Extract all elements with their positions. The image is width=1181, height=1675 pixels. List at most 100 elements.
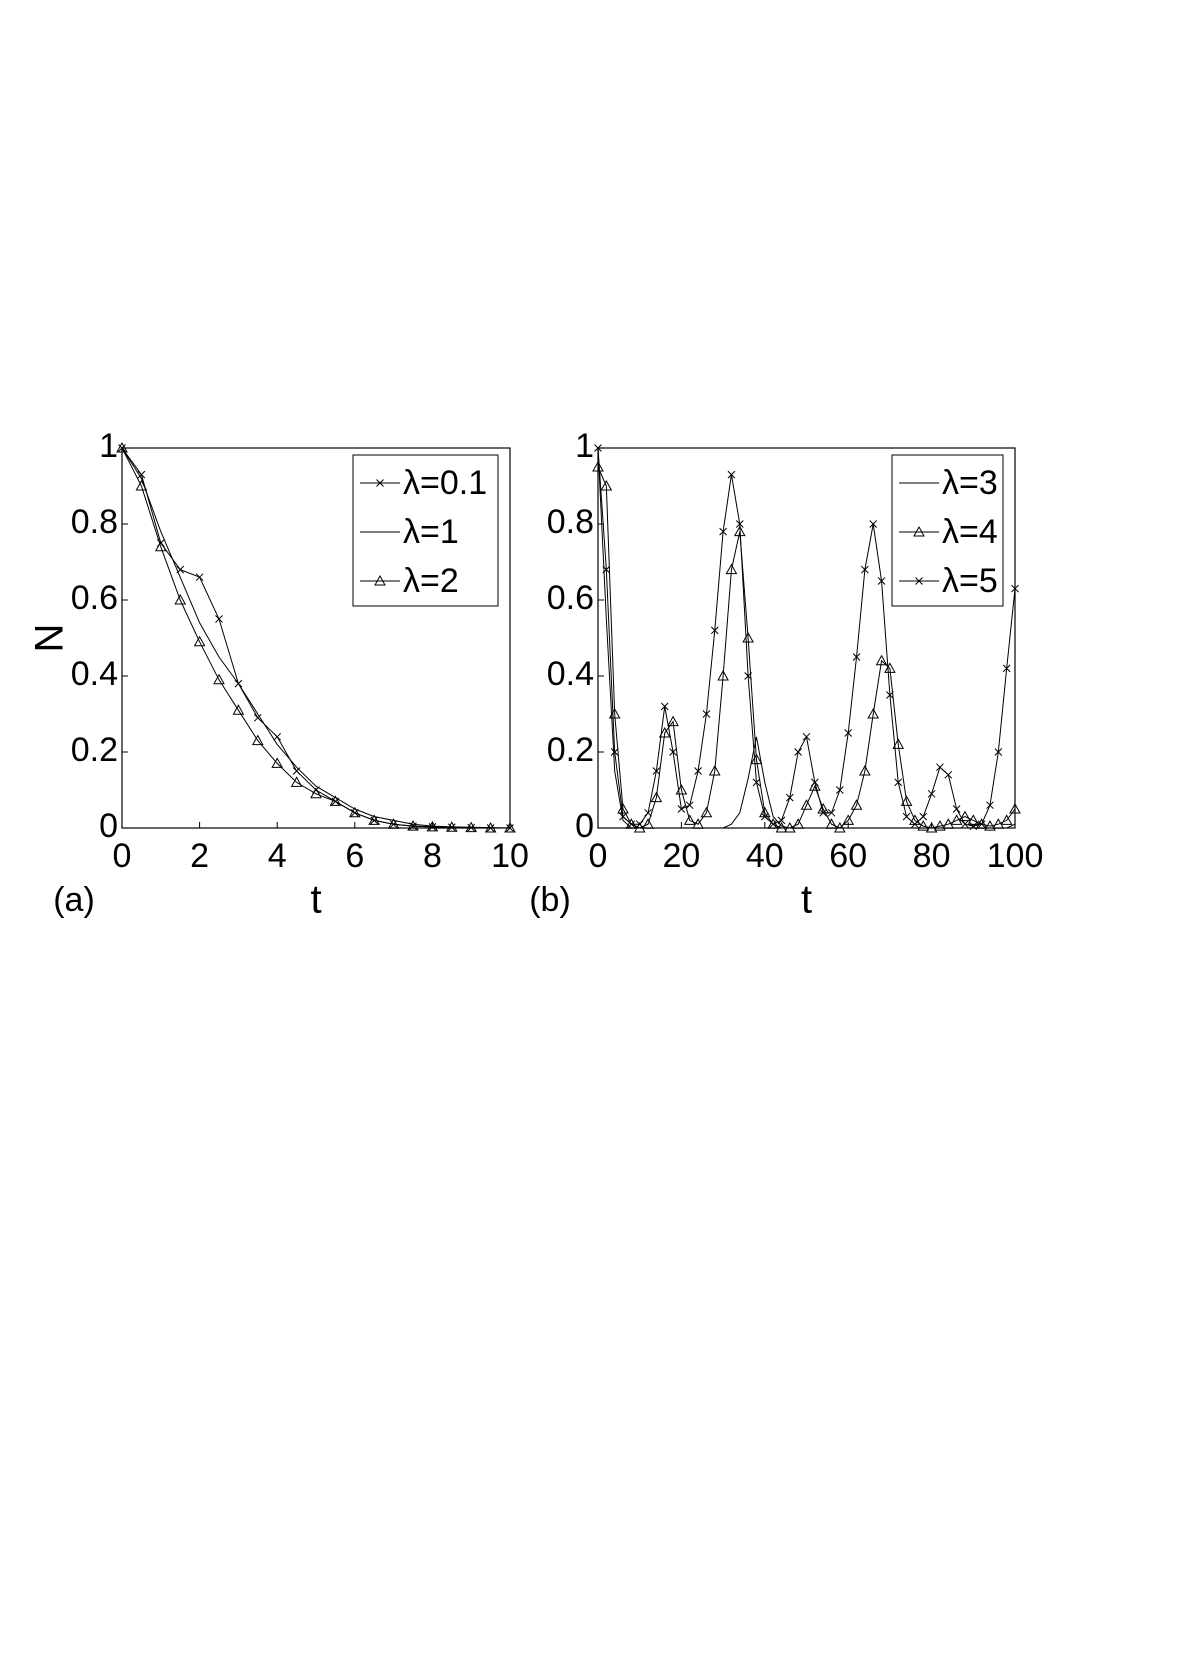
marker xyxy=(619,812,627,821)
marker xyxy=(1009,802,1021,814)
marker xyxy=(869,520,878,528)
x-axis-label: t xyxy=(801,878,812,922)
marker xyxy=(967,814,980,825)
marker xyxy=(195,573,204,582)
marker xyxy=(137,470,146,479)
marker xyxy=(836,786,844,794)
marker xyxy=(692,818,704,829)
marker xyxy=(445,821,458,832)
marker xyxy=(894,778,903,787)
marker xyxy=(271,757,284,768)
x-tick-label: 40 xyxy=(746,837,784,875)
y-tick-label: 1 xyxy=(575,427,594,465)
marker xyxy=(290,776,303,787)
legend-label: λ=5 xyxy=(942,562,998,600)
x-tick-label: 4 xyxy=(268,837,287,875)
marker xyxy=(867,707,880,719)
marker xyxy=(834,821,846,833)
marker xyxy=(116,441,128,453)
panel-label: (b) xyxy=(529,881,571,919)
marker xyxy=(669,748,677,756)
marker xyxy=(387,818,400,829)
marker xyxy=(253,713,262,722)
y-tick-label: 0.2 xyxy=(547,731,594,769)
marker xyxy=(842,814,855,825)
y-tick-label: 1 xyxy=(99,427,118,465)
marker xyxy=(917,820,930,831)
marker xyxy=(875,654,888,666)
marker xyxy=(961,820,969,829)
marker xyxy=(154,540,167,552)
marker xyxy=(725,563,738,575)
marker xyxy=(975,818,988,829)
marker xyxy=(635,820,644,829)
marker xyxy=(610,748,619,756)
marker xyxy=(950,814,963,825)
marker xyxy=(608,707,621,719)
marker xyxy=(273,732,282,741)
marker xyxy=(775,821,788,833)
marker xyxy=(310,787,322,799)
legend-label: λ=0.1 xyxy=(403,464,487,502)
x-tick-label: 80 xyxy=(913,837,951,875)
marker xyxy=(752,778,761,787)
marker xyxy=(925,821,938,833)
legend-label: λ=4 xyxy=(942,513,998,551)
x-tick-label: 100 xyxy=(987,837,1044,875)
marker xyxy=(819,808,828,817)
marker xyxy=(785,793,794,802)
marker xyxy=(694,767,702,775)
marker xyxy=(677,805,686,813)
marker xyxy=(792,818,805,829)
marker xyxy=(215,615,223,623)
plot-frame xyxy=(121,447,511,829)
marker xyxy=(644,808,652,817)
marker xyxy=(1002,664,1011,673)
marker xyxy=(292,767,301,775)
marker xyxy=(984,820,996,831)
marker xyxy=(777,816,786,825)
marker xyxy=(717,669,729,681)
marker xyxy=(959,810,971,822)
legend-label: λ=3 xyxy=(942,464,998,502)
marker xyxy=(685,801,694,810)
marker xyxy=(594,444,602,452)
series-line xyxy=(121,447,511,829)
marker xyxy=(900,795,913,806)
marker xyxy=(465,821,478,833)
marker xyxy=(902,812,911,821)
marker xyxy=(936,763,944,772)
marker xyxy=(426,820,439,832)
marker xyxy=(827,808,836,817)
marker xyxy=(810,778,819,787)
marker xyxy=(652,767,661,775)
marker xyxy=(135,479,148,491)
y-tick-label: 0.6 xyxy=(71,579,118,617)
marker xyxy=(952,805,961,813)
marker xyxy=(800,799,813,810)
marker xyxy=(844,729,853,737)
y-tick-label: 0 xyxy=(575,807,594,845)
marker xyxy=(368,814,381,825)
marker xyxy=(877,577,886,585)
y-tick-label: 0.8 xyxy=(547,503,594,541)
marker xyxy=(667,715,679,727)
marker xyxy=(767,818,779,829)
marker xyxy=(825,818,838,829)
x-tick-label: 0 xyxy=(589,837,608,875)
marker xyxy=(660,702,669,711)
marker xyxy=(683,814,696,825)
y-axis-label: N xyxy=(28,624,72,653)
marker xyxy=(407,820,419,831)
marker xyxy=(727,470,736,479)
marker xyxy=(702,710,711,718)
y-tick-label: 0 xyxy=(99,807,118,845)
marker xyxy=(600,479,613,491)
series-line xyxy=(121,447,510,829)
marker xyxy=(994,748,1003,756)
legend-marker xyxy=(915,577,923,585)
marker xyxy=(750,753,763,765)
marker xyxy=(783,821,796,833)
marker xyxy=(802,732,811,741)
